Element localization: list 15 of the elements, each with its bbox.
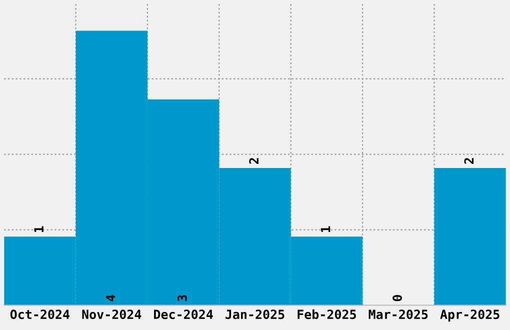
data-label: 2 — [464, 158, 474, 164]
x-tick-label: Mar-2025 — [368, 310, 428, 320]
x-tick-label: Jan-2025 — [226, 310, 284, 320]
x-tick-label: Dec-2024 — [154, 310, 213, 320]
x-tick-label: Nov-2024 — [82, 310, 142, 320]
x-tick-label: Oct-2024 — [10, 310, 70, 320]
data-label: 0 — [392, 295, 402, 302]
data-label: 1 — [321, 226, 330, 232]
data-label: 4 — [106, 294, 116, 302]
bar — [434, 168, 506, 306]
data-label: 2 — [249, 158, 258, 164]
x-tick-label: Feb-2025 — [298, 309, 356, 320]
x-tick-label: Apr-2025 — [440, 310, 500, 322]
data-label: 3 — [177, 295, 187, 302]
data-label: 1 — [34, 226, 44, 232]
